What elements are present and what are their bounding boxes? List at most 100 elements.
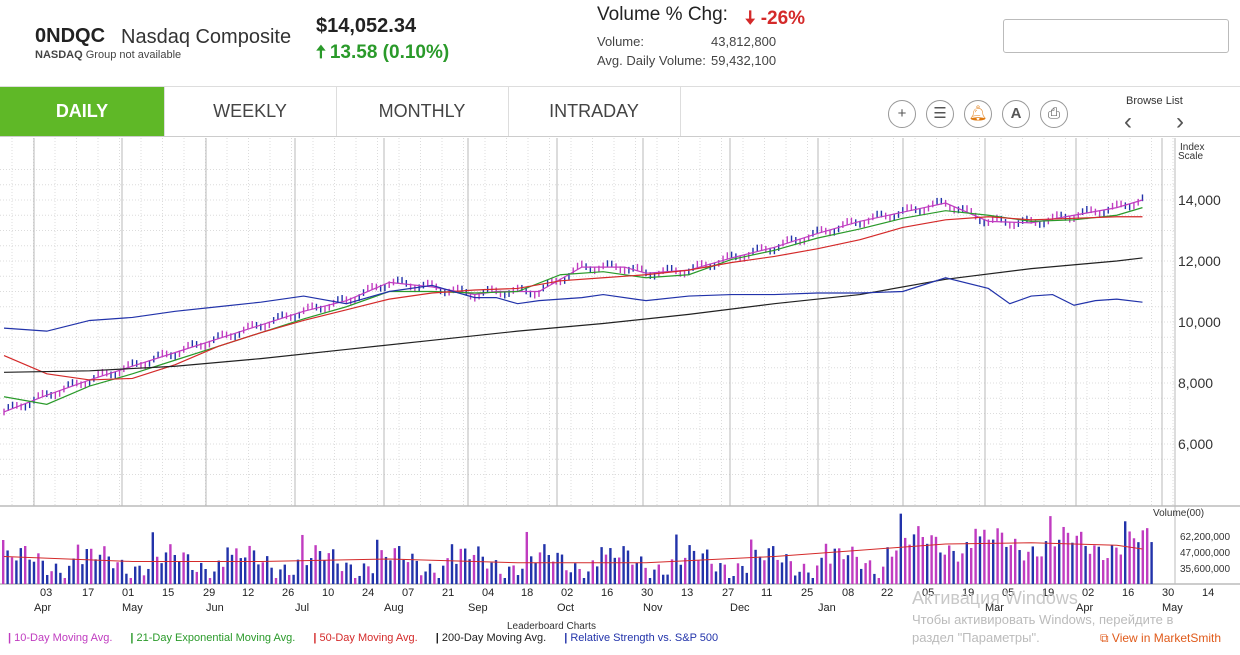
volume-bar: [578, 568, 581, 584]
index-scale-label-2: Scale: [1178, 151, 1203, 162]
volume-bar: [600, 547, 603, 584]
avg-volume-value: 59,432,100: [711, 53, 777, 68]
price-chart[interactable]: 14,000 12,000 10,000 8,000 6,000 62,200,000 47…: [0, 138, 1240, 655]
volume-bar: [1049, 516, 1052, 584]
volume-tick: 35,600,000: [1180, 564, 1230, 575]
print-button[interactable]: ⎙: [1040, 100, 1068, 128]
search-input[interactable]: [1003, 19, 1229, 53]
tab-weekly[interactable]: WEEKLY: [164, 87, 337, 136]
volume-bar: [380, 550, 383, 584]
legend-item: | Relative Strength vs. S&P 500: [564, 632, 718, 644]
volume-bar: [499, 573, 502, 584]
volume-bar: [393, 548, 396, 584]
tab-intraday[interactable]: INTRADAY: [508, 87, 681, 136]
volume-bar: [534, 562, 537, 584]
browse-list-label: Browse List: [1126, 95, 1183, 107]
volume-bar: [442, 565, 445, 584]
volume-bar: [1093, 545, 1096, 584]
volume-bar: [464, 548, 467, 584]
x-tick: 01: [122, 587, 134, 599]
marketsmith-icon: ⧉: [1100, 631, 1112, 645]
volume-bar: [666, 574, 669, 584]
volume-bar: [455, 563, 458, 584]
volume-bar: [41, 560, 44, 584]
volume-bar: [235, 548, 238, 584]
volume-bar: [987, 539, 990, 584]
index-name: Nasdaq Composite: [121, 26, 292, 48]
volume-bar: [1040, 556, 1043, 584]
annotate-button[interactable]: A: [1002, 100, 1030, 128]
volume-bar: [609, 548, 612, 584]
volume-bar: [846, 555, 850, 584]
volume-bar: [688, 545, 691, 584]
volume-bar: [1137, 542, 1140, 584]
x-tick: 12: [242, 587, 254, 599]
x-tick: 24: [362, 587, 374, 599]
watermark-title: Активация Windows: [912, 588, 1078, 608]
volume-bar: [574, 563, 577, 584]
volume-bar: [657, 564, 660, 584]
volume-bar: [24, 545, 27, 584]
volume-bar: [420, 575, 423, 584]
volume-bar: [314, 545, 317, 584]
volume-bar: [996, 528, 999, 584]
volume-bar: [833, 548, 836, 584]
volume-bar: [706, 549, 709, 584]
volume-bar: [719, 563, 722, 584]
volume-bar: [191, 569, 194, 584]
volume-bar: [1088, 553, 1092, 584]
exchange: NASDAQ: [35, 49, 83, 61]
volume-bar: [182, 552, 185, 584]
x-month: Nov: [643, 602, 663, 614]
x-month: Dec: [730, 602, 750, 614]
volume-bar: [248, 545, 251, 584]
legend-item: | 50-Day Moving Avg.: [313, 632, 417, 644]
volume-bar: [1044, 541, 1048, 584]
volume-bar: [692, 550, 696, 584]
series-line-3: [3, 257, 1143, 373]
volume-bar: [371, 573, 374, 584]
browse-next-button[interactable]: ›: [1176, 108, 1184, 135]
legend-item: | 21-Day Exponential Moving Avg.: [130, 632, 295, 644]
volume-bar: [125, 573, 128, 584]
x-month: Sep: [468, 602, 488, 614]
x-tick: 16: [601, 587, 613, 599]
volume-bar: [19, 548, 22, 584]
alert-button[interactable]: 🔔︎: [964, 100, 992, 128]
add-button[interactable]: +: [888, 100, 916, 128]
volume-bar: [992, 539, 995, 584]
x-tick: 04: [482, 587, 494, 599]
volume-bar: [763, 560, 766, 584]
volume-bar: [138, 565, 141, 584]
volume-bar: [926, 543, 929, 584]
watermark-line2: Чтобы активировать Windows, перейдите в: [912, 612, 1174, 627]
tab-daily[interactable]: DAILY: [0, 87, 165, 136]
volume-bar: [767, 548, 770, 584]
volume-bar: [354, 578, 357, 584]
legend-label: 10-Day Moving Avg.: [14, 632, 113, 644]
tab-monthly[interactable]: MONTHLY: [336, 87, 509, 136]
volume-bar: [305, 565, 308, 584]
volume-bar: [820, 557, 823, 584]
view-marketsmith-link[interactable]: ⧉ View in MarketSmith: [1100, 631, 1221, 646]
volume-bar: [512, 565, 515, 584]
volume-bar: [811, 578, 814, 584]
volume-bar: [120, 559, 124, 584]
volume-bar: [776, 559, 779, 584]
volume-bar: [648, 578, 652, 584]
volume-bar: [591, 560, 594, 584]
volume-bar: [543, 544, 546, 584]
legend-marker: |: [435, 632, 442, 644]
volume-bar: [244, 557, 247, 584]
volume-bar: [147, 568, 150, 584]
volume-bar: [1053, 546, 1056, 584]
volume-bar: [481, 556, 484, 584]
volume-bar: [1075, 535, 1078, 584]
volume-bar: [54, 563, 58, 584]
volume-bar: [838, 548, 841, 584]
list-button[interactable]: ☰: [926, 100, 954, 128]
legend-marker: |: [313, 632, 320, 644]
group-text: Group not available: [85, 49, 182, 61]
browse-prev-button[interactable]: ‹: [1124, 108, 1132, 135]
volume-bar: [1150, 542, 1153, 584]
